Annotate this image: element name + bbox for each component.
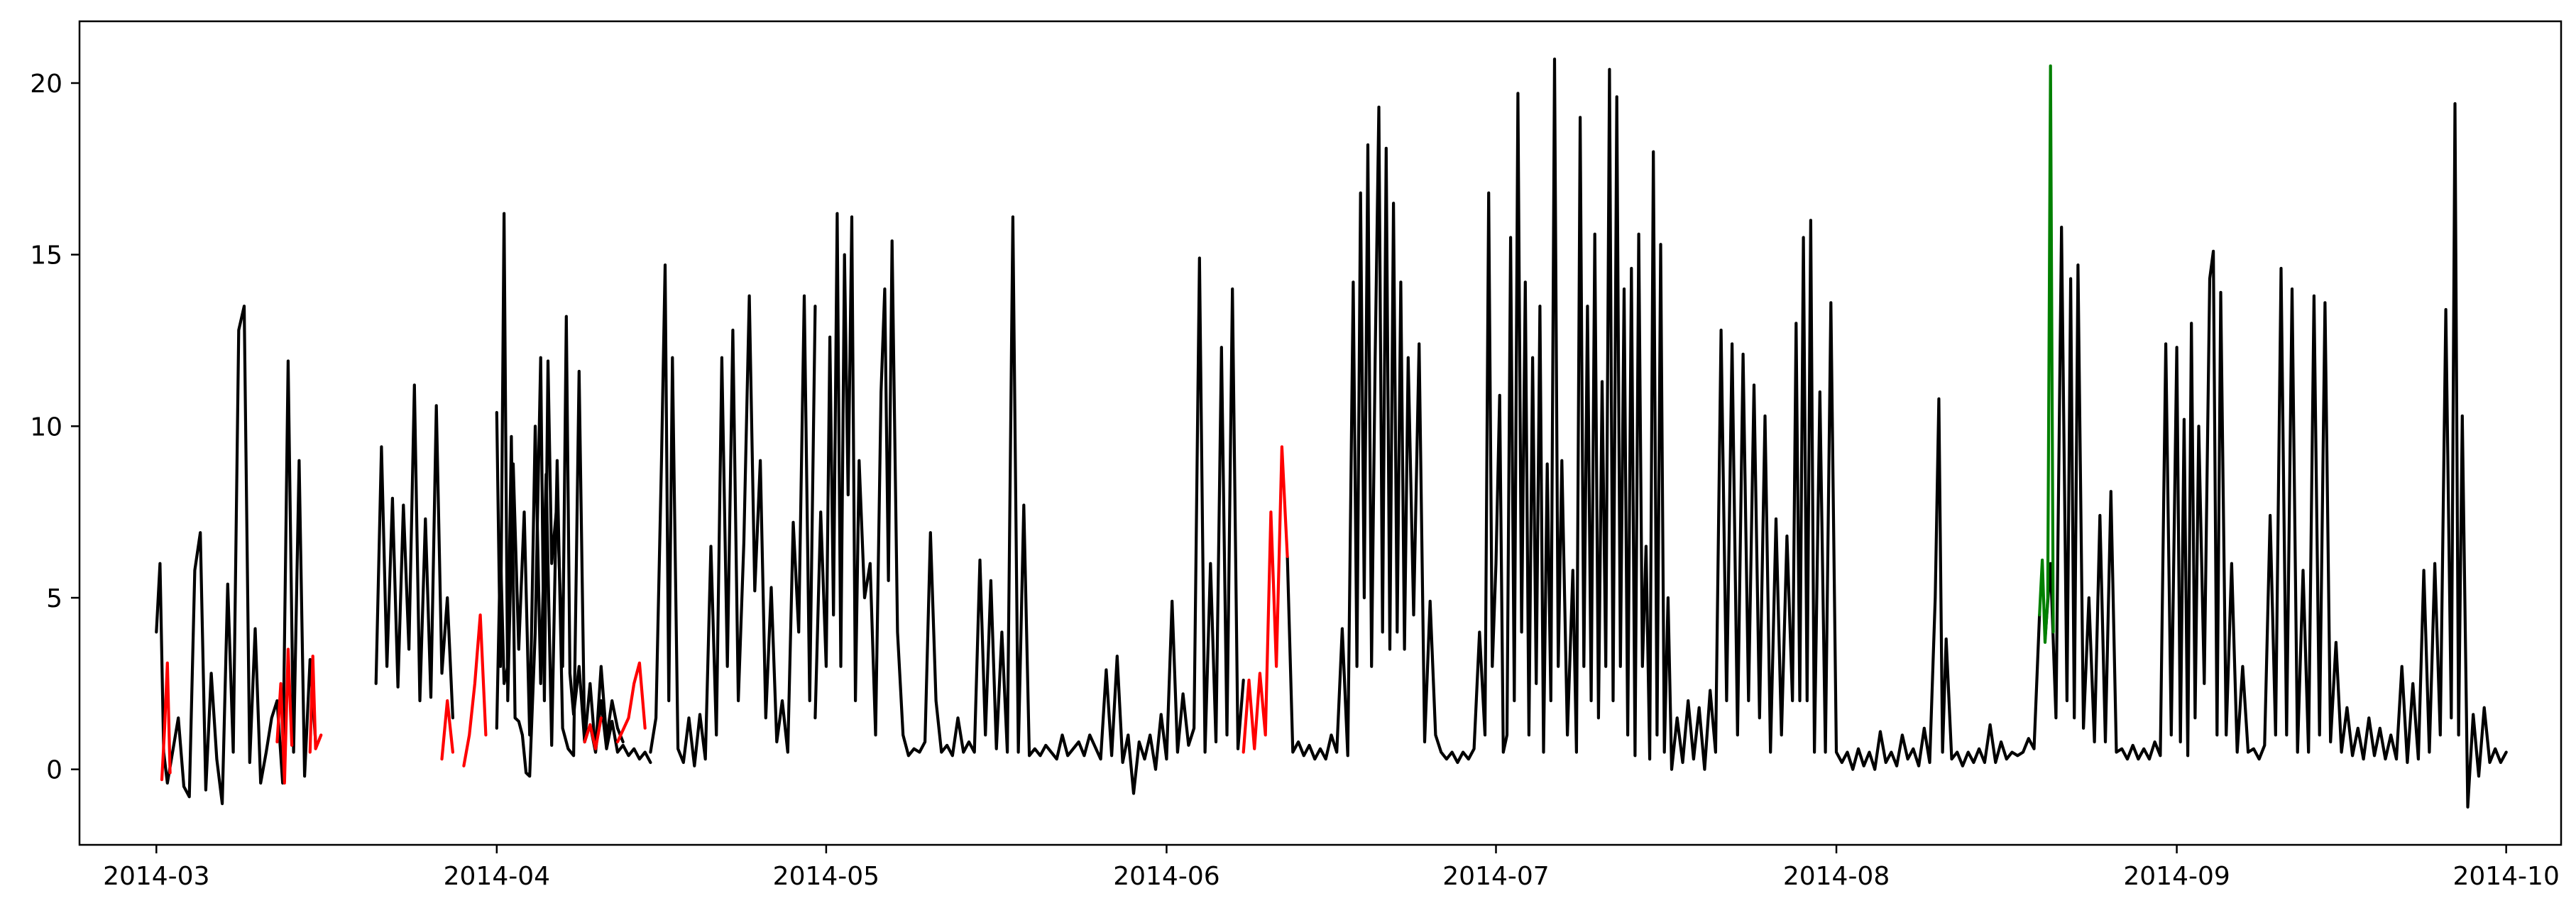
series-line-17 [2038, 64, 2055, 644]
series-line-15 [615, 661, 647, 744]
series-layer [155, 58, 2508, 809]
x-tick-label: 2014-05 [773, 862, 879, 891]
series-line-5 [649, 263, 817, 767]
series-line-6 [813, 212, 1245, 795]
series-line-13 [462, 613, 488, 767]
series-line-7 [1286, 58, 2041, 771]
y-tick-label: 15 [30, 241, 62, 270]
x-tick-label: 2014-10 [2452, 862, 2559, 891]
series-line-11 [308, 655, 323, 754]
x-tick-label: 2014-08 [1783, 862, 1890, 891]
y-tick-label: 10 [30, 412, 62, 442]
series-line-12 [440, 699, 454, 761]
y-axis: 0 5 10 15 20 [30, 70, 80, 785]
series-line-3 [495, 315, 652, 778]
series-line-2 [374, 383, 454, 720]
plot-frame [78, 20, 2563, 846]
series-line-1 [155, 305, 317, 806]
series-line-16 [1242, 445, 1289, 754]
series-line-10 [275, 647, 294, 785]
y-tick-label: 0 [46, 756, 62, 785]
series-line-9 [160, 661, 172, 782]
y-tick-label: 5 [46, 584, 62, 613]
series-line-8 [2043, 102, 2508, 809]
series-line-14 [583, 716, 603, 750]
x-tick-label: 2014-09 [2123, 862, 2230, 891]
series-line-4 [495, 212, 625, 758]
x-tick-label: 2014-07 [1442, 862, 1549, 891]
x-axis: 2014-03 2014-04 2014-05 2014-06 2014-07 2014-… [103, 845, 2560, 891]
x-tick-label: 2014-03 [103, 862, 209, 891]
x-tick-label: 2014-04 [444, 862, 550, 891]
x-tick-label: 2014-06 [1113, 862, 1220, 891]
y-tick-label: 20 [30, 70, 62, 99]
